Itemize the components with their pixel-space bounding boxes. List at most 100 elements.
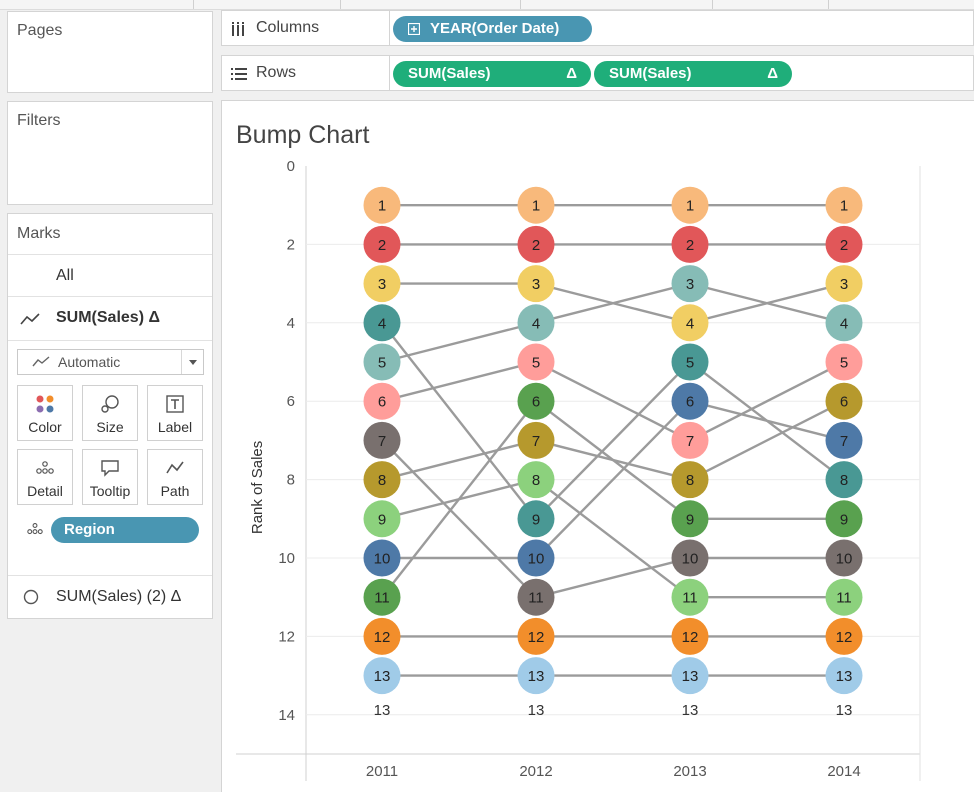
rank-label: 2 bbox=[378, 237, 386, 254]
rank-marker bbox=[825, 186, 863, 224]
rank-label: 7 bbox=[840, 433, 848, 450]
y-tick-label: 4 bbox=[287, 315, 295, 332]
line-mark-icon bbox=[32, 356, 50, 367]
marks-all-row[interactable]: All bbox=[8, 254, 212, 296]
rank-label: 8 bbox=[378, 472, 386, 489]
year-order-date-pill[interactable]: YEAR(Order Date) bbox=[393, 16, 592, 42]
path-icon bbox=[166, 461, 184, 474]
rank-marker bbox=[517, 225, 555, 263]
sum-sales-pill-1-label: SUM(Sales) bbox=[408, 65, 491, 82]
marks-card: Marks All SUM(Sales) Δ Automatic Color bbox=[7, 213, 213, 619]
rank-label: 11 bbox=[374, 590, 390, 607]
rank-marker bbox=[825, 500, 863, 538]
rank-marker bbox=[517, 304, 555, 342]
bottom-rank-label: 13 bbox=[374, 702, 391, 719]
rank-label: 11 bbox=[836, 590, 852, 607]
series-line bbox=[381, 322, 845, 521]
tooltip-icon bbox=[101, 460, 119, 477]
rank-marker bbox=[825, 617, 863, 655]
rank-marker bbox=[363, 186, 401, 224]
y-axis-title: Rank of Sales bbox=[249, 441, 266, 534]
mark-type-value: Automatic bbox=[58, 354, 121, 370]
color-icon bbox=[36, 395, 54, 413]
region-pill-label: Region bbox=[64, 521, 115, 538]
rank-marker bbox=[671, 186, 709, 224]
rank-label: 5 bbox=[532, 355, 540, 372]
series-line bbox=[381, 282, 845, 364]
marks-sum-sales-2-row[interactable]: SUM(Sales) (2) Δ bbox=[8, 575, 212, 619]
marks-properties: Automatic Color Size Label bbox=[8, 340, 212, 575]
rank-label: 8 bbox=[532, 472, 540, 489]
region-pill[interactable]: Region bbox=[51, 517, 199, 543]
marks-sum-sales-row[interactable]: SUM(Sales) Δ bbox=[8, 296, 212, 340]
rank-marker bbox=[671, 539, 709, 577]
rank-label: 2 bbox=[840, 237, 848, 254]
rank-marker bbox=[363, 657, 401, 695]
rank-label: 1 bbox=[378, 198, 386, 215]
rank-marker bbox=[671, 225, 709, 263]
rank-label: 9 bbox=[532, 511, 540, 528]
path-button[interactable]: Path bbox=[147, 449, 203, 505]
delta-icon: Δ bbox=[566, 65, 577, 82]
mark-type-dropdown[interactable]: Automatic bbox=[17, 349, 204, 375]
x-tick-label: 2012 bbox=[519, 763, 552, 780]
rank-label: 10 bbox=[682, 551, 699, 568]
rank-marker bbox=[363, 382, 401, 420]
rank-label: 8 bbox=[840, 472, 848, 489]
sum-sales-pill-1[interactable]: SUM(Sales) Δ bbox=[393, 61, 591, 87]
rank-marker bbox=[671, 421, 709, 459]
x-tick-label: 2013 bbox=[673, 763, 706, 780]
tooltip-button[interactable]: Tooltip bbox=[82, 449, 138, 505]
rank-label: 3 bbox=[686, 276, 694, 293]
color-button[interactable]: Color bbox=[17, 385, 73, 441]
rank-marker bbox=[825, 539, 863, 577]
rank-label: 9 bbox=[686, 511, 694, 528]
filters-title: Filters bbox=[17, 112, 61, 129]
rank-label: 4 bbox=[686, 315, 694, 332]
series-line bbox=[381, 478, 844, 599]
y-tick-label: 0 bbox=[287, 158, 295, 175]
rank-marker bbox=[671, 500, 709, 538]
rank-label: 11 bbox=[682, 590, 698, 607]
expand-plus-icon bbox=[408, 23, 420, 35]
rank-marker bbox=[671, 382, 709, 420]
rank-label: 13 bbox=[374, 668, 391, 685]
series-line bbox=[381, 399, 844, 598]
x-tick-label: 2011 bbox=[366, 763, 398, 780]
toolbar-strip bbox=[0, 0, 974, 10]
y-tick-label: 6 bbox=[287, 393, 295, 410]
rank-label: 9 bbox=[378, 511, 386, 528]
rank-label: 5 bbox=[686, 355, 694, 372]
line-mark-icon bbox=[20, 313, 40, 325]
rank-marker bbox=[671, 461, 709, 499]
rank-marker bbox=[363, 461, 401, 499]
rank-marker bbox=[825, 578, 863, 616]
filters-card[interactable]: Filters bbox=[7, 101, 213, 205]
sum-sales-pill-2[interactable]: SUM(Sales) Δ bbox=[594, 61, 792, 87]
chevron-down-icon[interactable] bbox=[181, 350, 203, 374]
size-button[interactable]: Size bbox=[82, 385, 138, 441]
rank-label: 12 bbox=[836, 629, 853, 646]
label-button[interactable]: Label bbox=[147, 385, 203, 441]
rank-marker bbox=[363, 343, 401, 381]
size-icon bbox=[101, 395, 119, 413]
x-tick-label: 2014 bbox=[827, 763, 860, 780]
rank-marker bbox=[517, 421, 555, 459]
detail-button[interactable]: Detail bbox=[17, 449, 73, 505]
rows-shelf[interactable]: Rows SUM(Sales) Δ SUM(Sales) Δ bbox=[221, 55, 974, 91]
rank-marker bbox=[363, 578, 401, 616]
rank-marker bbox=[363, 421, 401, 459]
y-tick-label: 8 bbox=[287, 472, 295, 489]
rank-marker bbox=[363, 225, 401, 263]
rank-marker bbox=[825, 382, 863, 420]
series-line bbox=[382, 399, 845, 560]
rank-marker bbox=[825, 461, 863, 499]
rank-marker bbox=[517, 461, 555, 499]
columns-shelf[interactable]: Columns YEAR(Order Date) bbox=[221, 10, 974, 46]
year-order-date-label: YEAR(Order Date) bbox=[430, 20, 560, 37]
rank-label: 4 bbox=[378, 315, 386, 332]
pages-card[interactable]: Pages bbox=[7, 11, 213, 93]
label-label: Label bbox=[157, 419, 193, 435]
y-tick-label: 2 bbox=[287, 236, 295, 253]
